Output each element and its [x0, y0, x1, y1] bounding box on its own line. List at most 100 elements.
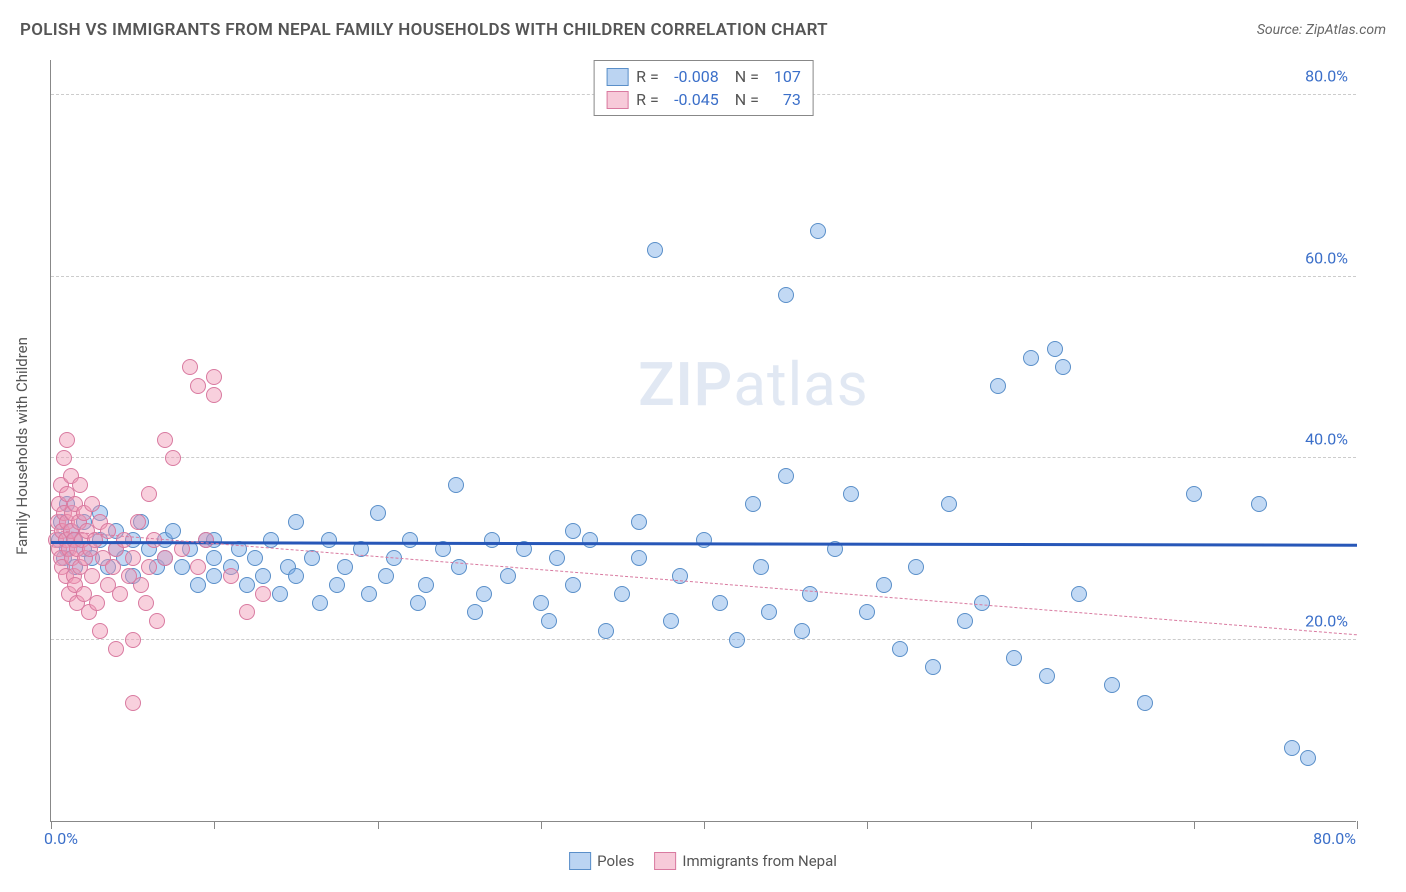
x-tick-label: 0.0%	[44, 829, 78, 848]
data-point	[206, 550, 222, 566]
legend-swatch	[569, 852, 591, 870]
n-label: N =	[735, 67, 759, 86]
data-point	[190, 378, 206, 394]
data-point	[761, 604, 777, 620]
data-point	[125, 550, 141, 566]
data-point	[892, 641, 908, 657]
gridline	[51, 457, 1356, 458]
data-point	[108, 641, 124, 657]
data-point	[1137, 695, 1153, 711]
gridline	[51, 276, 1356, 277]
r-label: R =	[636, 90, 659, 109]
data-point	[598, 623, 614, 639]
legend-item: Immigrants from Nepal	[654, 852, 837, 870]
data-point	[745, 496, 761, 512]
data-point	[239, 604, 255, 620]
data-point	[476, 586, 492, 602]
data-point	[125, 632, 141, 648]
data-point	[614, 586, 630, 602]
data-point	[141, 486, 157, 502]
data-point	[941, 496, 957, 512]
data-point	[112, 586, 128, 602]
data-point	[778, 287, 794, 303]
data-point	[631, 550, 647, 566]
y-tick-label: 60.0%	[1305, 248, 1348, 267]
data-point	[239, 577, 255, 593]
data-point	[631, 514, 647, 530]
n-value: 73	[767, 90, 801, 109]
data-point	[448, 477, 464, 493]
data-point	[859, 604, 875, 620]
data-point	[712, 595, 728, 611]
chart-title: POLISH VS IMMIGRANTS FROM NEPAL FAMILY H…	[20, 20, 828, 40]
data-point	[255, 568, 271, 584]
data-point	[467, 604, 483, 620]
data-point	[165, 450, 181, 466]
x-tick	[704, 821, 705, 829]
correlation-stats-box: R =-0.008N =107R =-0.045N =73	[593, 60, 814, 116]
data-point	[1039, 668, 1055, 684]
data-point	[957, 613, 973, 629]
data-point	[133, 577, 149, 593]
data-point	[84, 568, 100, 584]
x-tick	[1031, 821, 1032, 829]
data-point	[549, 550, 565, 566]
data-point	[361, 586, 377, 602]
data-point	[843, 486, 859, 502]
data-point	[130, 514, 146, 530]
data-point	[116, 532, 132, 548]
data-point	[1284, 740, 1300, 756]
data-point	[925, 659, 941, 675]
data-point	[138, 595, 154, 611]
n-label: N =	[735, 90, 759, 109]
x-tick	[541, 821, 542, 829]
legend-swatch	[654, 852, 676, 870]
data-point	[753, 559, 769, 575]
legend: Poles Immigrants from Nepal	[569, 852, 837, 870]
data-point	[288, 514, 304, 530]
data-point	[876, 577, 892, 593]
data-point	[105, 559, 121, 575]
series-swatch	[606, 68, 628, 86]
data-point	[190, 577, 206, 593]
data-point	[56, 450, 72, 466]
data-point	[84, 496, 100, 512]
data-point	[272, 586, 288, 602]
data-point	[582, 532, 598, 548]
data-point	[484, 532, 500, 548]
data-point	[1251, 496, 1267, 512]
data-point	[255, 586, 271, 602]
data-point	[72, 477, 88, 493]
data-point	[1071, 586, 1087, 602]
data-point	[206, 369, 222, 385]
data-point	[157, 432, 173, 448]
data-point	[59, 432, 75, 448]
data-point	[378, 568, 394, 584]
data-point	[729, 632, 745, 648]
data-point	[647, 242, 663, 258]
x-tick	[867, 821, 868, 829]
data-point	[696, 532, 712, 548]
data-point	[1104, 677, 1120, 693]
y-axis-label: Family Households with Children	[13, 337, 31, 555]
data-point	[288, 568, 304, 584]
data-point	[198, 532, 214, 548]
legend-label: Immigrants from Nepal	[682, 852, 837, 870]
data-point	[370, 505, 386, 521]
data-point	[1300, 750, 1316, 766]
data-point	[794, 623, 810, 639]
data-point	[533, 595, 549, 611]
data-point	[329, 577, 345, 593]
data-point	[146, 532, 162, 548]
data-point	[410, 595, 426, 611]
legend-label: Poles	[597, 852, 634, 870]
r-value: -0.045	[667, 90, 719, 109]
data-point	[1186, 486, 1202, 502]
gridline	[51, 639, 1356, 640]
watermark: ZIPatlas	[638, 349, 869, 420]
data-point	[92, 623, 108, 639]
data-point	[223, 568, 239, 584]
r-value: -0.008	[667, 67, 719, 86]
stats-row: R = -0.045 N = 73	[606, 88, 801, 111]
data-point	[190, 559, 206, 575]
